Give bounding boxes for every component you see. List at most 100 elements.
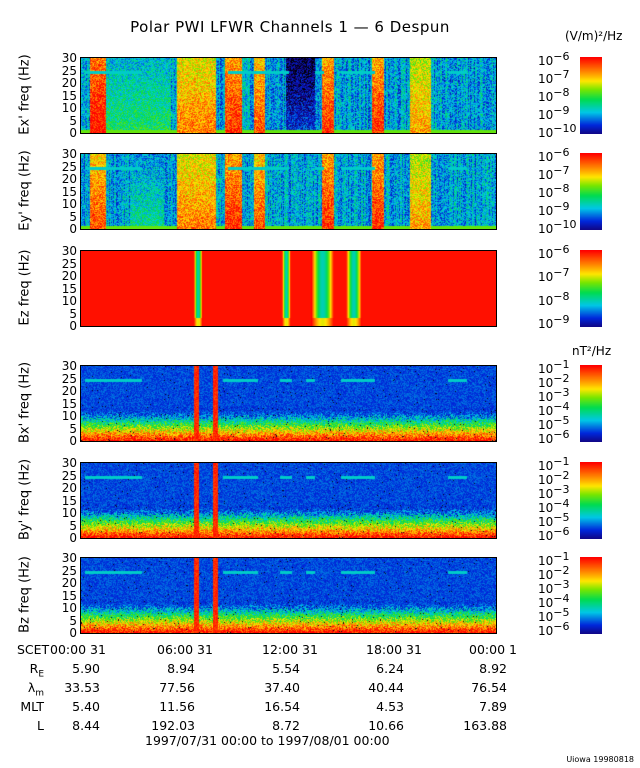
row-value: 11.56 [159, 699, 195, 714]
y-tick-label: 5 [69, 613, 77, 628]
colorbar-by [580, 462, 602, 539]
colorbar-ex [580, 57, 602, 134]
y-tick-label: 25 [61, 468, 77, 483]
y-tick-label: 10 [61, 506, 77, 521]
row-value: 37.40 [264, 680, 300, 695]
spectrogram-ex [80, 57, 497, 134]
colorbar-tick-label: 10−1 [538, 550, 570, 568]
y-tick-label: 10 [61, 601, 77, 616]
row-value: 33.53 [64, 680, 100, 695]
colorbar-tick-label: 10−10 [538, 217, 577, 236]
y-tick-label: 20 [61, 76, 77, 91]
colorbar-tick-label: 10−6 [538, 50, 570, 68]
row-value: 76.54 [471, 680, 507, 695]
y-tick-label: 0 [69, 531, 77, 545]
y-axis-label-bx: Bx' freq (Hz) [17, 361, 33, 444]
colorbar-tick-label: 10−3 [538, 483, 570, 501]
y-tick-label: 15 [61, 88, 77, 103]
row-value: 8.72 [272, 718, 300, 733]
y-tick-label: 5 [69, 306, 77, 321]
spectrogram-canvas-ey [81, 154, 496, 229]
y-tick-label: 0 [69, 126, 77, 140]
y-tick-label: 20 [61, 481, 77, 496]
y-tick-label: 10 [61, 409, 77, 424]
spectrogram-bx [80, 365, 497, 442]
colorbar-tick-label: 10−5 [538, 414, 570, 432]
spectrogram-by [80, 462, 497, 539]
row-value: 5.54 [272, 661, 300, 676]
colorbar-bx [580, 365, 602, 442]
y-tick-label: 0 [69, 222, 77, 236]
row-value: 4.53 [376, 699, 404, 714]
y-tick-label: 25 [61, 256, 77, 271]
row-value: 5.90 [72, 661, 100, 676]
colorbar-tick-label: 10−9 [538, 103, 570, 122]
colorbar-tick-label: 10−3 [538, 578, 570, 596]
row-value: 18:00 31 [366, 642, 422, 657]
y-tick-label: 10 [61, 101, 77, 116]
row-value: 06:00 31 [157, 642, 213, 657]
row-label: SCET [17, 642, 50, 657]
colorbar-tick-label: 10−1 [538, 455, 570, 473]
chart-title: Polar PWI LFWR Channels 1 — 6 Despun [130, 18, 450, 36]
y-tick-label: 30 [61, 147, 77, 162]
y-tick-label: 5 [69, 518, 77, 533]
row-label: MLT [20, 699, 44, 714]
spectrogram-canvas-bx [81, 366, 496, 441]
colorbar-tick-label: 10−9 [538, 199, 570, 218]
row-label: λm [27, 680, 44, 699]
spectrogram-ey [80, 153, 497, 230]
colorbar-tick-label: 10−7 [538, 266, 570, 285]
y-tick-label: 10 [61, 294, 77, 309]
y-tick-label: 30 [61, 51, 77, 66]
y-tick-label: 20 [61, 172, 77, 187]
y-tick-label: 0 [69, 319, 77, 333]
row-value: 16.54 [264, 699, 300, 714]
row-value: 7.89 [479, 699, 507, 714]
row-value: 6.24 [376, 661, 404, 676]
y-tick-label: 15 [61, 281, 77, 296]
row-value: 8.44 [72, 718, 100, 733]
y-tick-label: 25 [61, 563, 77, 578]
spectrogram-canvas-ez [81, 251, 496, 326]
y-tick-label: 0 [69, 626, 77, 640]
y-tick-label: 30 [61, 456, 77, 471]
y-tick-label: 15 [61, 184, 77, 199]
spectrogram-canvas-bz [81, 558, 496, 633]
spectrogram-canvas-ex [81, 58, 496, 133]
y-axis-label-ez: Ez freq (Hz) [17, 249, 33, 326]
colorbar-tick-label: 10−5 [538, 606, 570, 624]
y-tick-label: 20 [61, 384, 77, 399]
colorbar-ey [580, 153, 602, 230]
colorbar-tick-label: 10−8 [538, 289, 570, 308]
y-tick-label: 20 [61, 576, 77, 591]
row-value: 8.94 [167, 661, 195, 676]
colorbar-tick-label: 10−10 [538, 121, 577, 140]
colorbar-ez [580, 250, 602, 327]
time-range: 1997/07/31 00:00 to 1997/08/01 00:00 [145, 733, 390, 748]
row-value: 00:00 31 [50, 642, 106, 657]
y-axis-label-bz: Bz freq (Hz) [17, 556, 33, 633]
y-tick-label: 15 [61, 396, 77, 411]
y-tick-label: 15 [61, 588, 77, 603]
y-tick-label: 25 [61, 371, 77, 386]
row-label: RE [29, 661, 44, 680]
row-value: 00:00 1 [469, 642, 517, 657]
colorbar-unit: nT²/Hz [572, 344, 612, 358]
colorbar-tick-label: 10−2 [538, 469, 570, 487]
row-value: 10.66 [368, 718, 404, 733]
spectrogram-ez [80, 250, 497, 327]
row-value: 192.03 [151, 718, 195, 733]
y-axis-label-by: By' freq (Hz) [17, 458, 33, 541]
y-tick-label: 25 [61, 159, 77, 174]
y-tick-label: 0 [69, 434, 77, 448]
colorbar-tick-label: 10−3 [538, 386, 570, 404]
y-tick-label: 30 [61, 359, 77, 374]
y-tick-label: 15 [61, 493, 77, 508]
colorbar-tick-label: 10−4 [538, 592, 570, 610]
y-tick-label: 20 [61, 269, 77, 284]
y-tick-label: 30 [61, 244, 77, 259]
y-tick-label: 5 [69, 421, 77, 436]
colorbar-tick-label: 10−5 [538, 511, 570, 529]
credit: Uiowa 19980818 [566, 755, 634, 764]
